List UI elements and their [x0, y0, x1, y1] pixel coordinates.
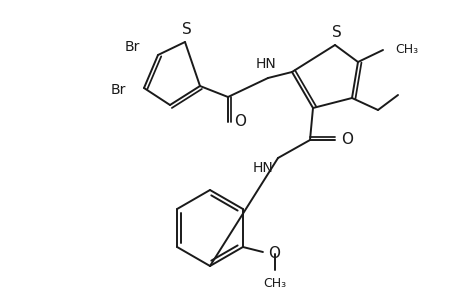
Text: CH₃: CH₃	[394, 43, 417, 56]
Text: S: S	[331, 25, 341, 40]
Text: HN: HN	[255, 57, 276, 71]
Text: O: O	[267, 247, 279, 262]
Text: Br: Br	[110, 83, 126, 97]
Text: O: O	[234, 115, 246, 130]
Text: CH₃: CH₃	[263, 277, 286, 290]
Text: HN: HN	[252, 161, 272, 175]
Text: S: S	[182, 22, 191, 37]
Text: Br: Br	[124, 40, 140, 54]
Text: O: O	[340, 133, 352, 148]
